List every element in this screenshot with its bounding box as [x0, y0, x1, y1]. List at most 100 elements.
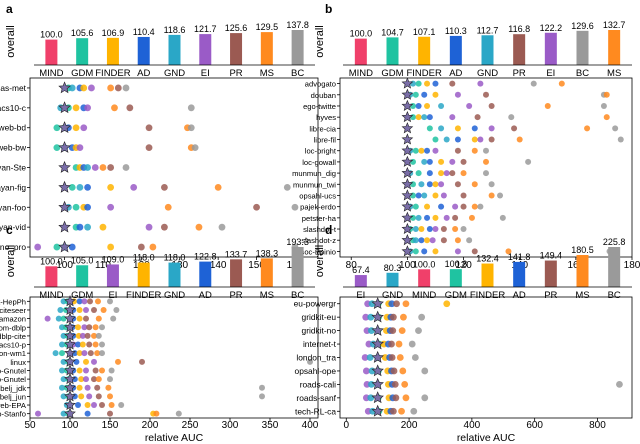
point-ei: [477, 80, 484, 87]
point-pr: [474, 114, 481, 121]
bar-gdm: [76, 38, 89, 65]
x-tick-label: 100: [399, 260, 416, 271]
dataset-label: loc-gowall: [302, 158, 336, 167]
point-gnd: [366, 354, 374, 361]
point-bc: [460, 226, 467, 233]
bar-bc: [608, 247, 621, 287]
method-label: BC: [608, 290, 621, 301]
method-label: MS: [607, 68, 621, 79]
point-pr: [471, 248, 478, 255]
point-ad: [426, 170, 433, 177]
point-ei: [83, 306, 89, 313]
dataset-label: subelj_jdk: [0, 384, 26, 393]
point-gnd: [367, 327, 375, 335]
point-finder: [72, 104, 80, 112]
point-gdm: [412, 147, 419, 154]
point-ms: [95, 315, 102, 322]
method-label: AD: [199, 290, 212, 301]
point-gnd: [443, 136, 450, 143]
bar-mind: [418, 269, 431, 287]
point-bc: [99, 350, 105, 357]
method-label: MIND: [349, 68, 373, 79]
bar-ms: [576, 255, 589, 287]
point-ei: [432, 226, 439, 233]
method-label: MIND: [39, 68, 63, 79]
point-finder: [418, 147, 425, 154]
point-bc: [113, 306, 120, 313]
bar-gnd: [168, 262, 181, 287]
mind-star: [371, 324, 384, 336]
point-ei: [488, 125, 495, 132]
point-finder: [424, 237, 431, 244]
dataset-label: maayan-Ste: [0, 163, 26, 173]
point-gdm: [53, 243, 61, 251]
method-label: FINDER: [470, 290, 506, 301]
dataset-label: p2p-Gnutel: [0, 375, 26, 384]
x-tick-label: 140: [210, 260, 227, 271]
point-bc: [466, 237, 473, 244]
point-ei: [443, 214, 450, 221]
dataset-label: internet-t: [303, 339, 337, 349]
x-tick-label: 150: [248, 260, 265, 271]
point-ms: [401, 380, 409, 388]
point-bc: [218, 223, 226, 231]
point-pr: [86, 341, 93, 348]
point-ei: [449, 114, 456, 121]
point-finder: [432, 192, 439, 199]
bar-value-label: 129.5: [256, 22, 279, 32]
point-ei: [440, 192, 447, 199]
dataset-label: subelj_jun: [0, 392, 26, 401]
point-pr: [139, 358, 145, 365]
mind-star: [64, 398, 76, 411]
point-ad: [73, 358, 80, 365]
dataset-label: p2p-Gnutel: [0, 366, 26, 375]
bar-ei: [544, 32, 557, 65]
point-ad: [418, 237, 425, 244]
method-label: BC: [291, 290, 304, 301]
mind-star: [401, 144, 414, 156]
point-ad: [84, 183, 91, 191]
mind-star: [64, 312, 76, 324]
method-label: EI: [108, 290, 117, 301]
point-pr: [392, 394, 400, 402]
point-finder: [76, 367, 83, 374]
mind-star: [58, 160, 71, 173]
point-ad: [415, 192, 422, 199]
mind-star: [58, 180, 71, 193]
x-tick-label: 350: [262, 420, 279, 431]
point-pr: [92, 367, 99, 374]
method-label: GDM: [381, 68, 403, 79]
point-bc: [483, 170, 489, 177]
point-gdm: [53, 124, 61, 132]
method-label: GDM: [71, 68, 93, 79]
scatter-frame: [339, 77, 633, 258]
panel-letter: d: [325, 223, 332, 237]
point-bc: [617, 136, 624, 143]
point-ei: [91, 402, 97, 409]
point-gdm: [412, 248, 419, 255]
point-gnd: [367, 380, 375, 388]
x-tick-label: 100: [56, 260, 73, 271]
mind-star: [58, 240, 71, 253]
dataset-label: moreno_pro: [0, 242, 26, 252]
point-gnd: [438, 102, 445, 109]
point-pr: [253, 203, 260, 211]
bar-value-label: 141.8: [508, 252, 531, 262]
point-pr: [454, 147, 461, 154]
mind-star: [371, 377, 384, 390]
point-pr: [91, 376, 97, 383]
point-bc: [508, 114, 515, 121]
mind-star: [58, 81, 71, 94]
panel-letter: a: [6, 2, 13, 16]
x-axis-label: relative AUC: [145, 432, 204, 444]
bar-pr: [230, 33, 243, 65]
point-gnd: [84, 164, 91, 171]
dataset-label: libre-cia: [309, 124, 336, 133]
dataset-label: dimacs10-c: [0, 103, 26, 113]
dataset-label: cit-HepPh: [0, 297, 26, 306]
point-ms: [516, 136, 523, 143]
point-ei: [452, 203, 459, 210]
point-bc: [530, 80, 537, 87]
point-finder: [80, 84, 88, 92]
mind-star: [401, 222, 414, 235]
